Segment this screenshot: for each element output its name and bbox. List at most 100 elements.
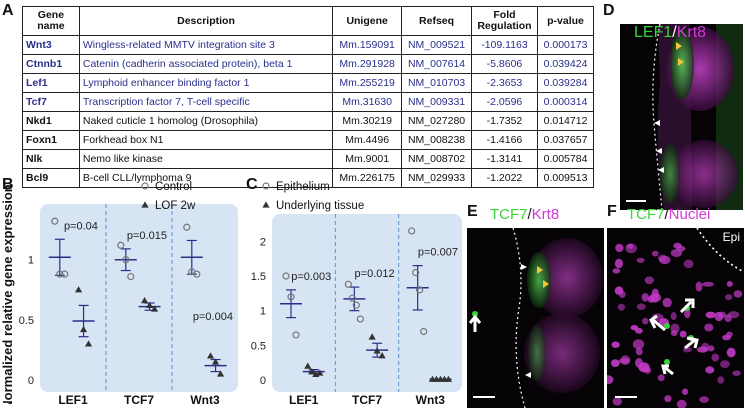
refseq-cell: NM_029933: [401, 168, 472, 188]
micrograph-e: [467, 228, 604, 408]
x-tick-label: LEF1: [289, 393, 319, 404]
arrow-icon: [468, 314, 482, 332]
label-tcf7: TCF7: [490, 206, 528, 223]
unigene-cell: Mm.31630: [332, 92, 403, 112]
micrograph-d-image: [626, 24, 743, 210]
header-p-value: p-value: [537, 6, 594, 36]
data-point: [127, 272, 135, 281]
scale-bar: [615, 396, 637, 398]
data-point: [348, 294, 356, 302]
y-tick-label: 0.5: [19, 315, 34, 327]
table-row: Tcf7 Transcription factor 7, T-cell speci…: [22, 92, 594, 112]
table-row: Nlk Nemo like kinase Mm.9001 NM_008702 -1.31…: [22, 149, 594, 169]
gene-cell: Tcf7: [22, 92, 80, 112]
p-value-label: p=0.04: [64, 220, 98, 232]
unigene-cell: Mm.30219: [332, 111, 403, 131]
description-cell: Lymphoid enhancer binding factor 1: [78, 73, 334, 93]
gene-cell: Nlk: [22, 149, 80, 169]
data-point: [368, 333, 376, 340]
data-point: [416, 286, 424, 294]
legend-label: Underlying tissue: [276, 200, 364, 212]
legend-label: Control: [155, 181, 192, 193]
data-point: [352, 301, 360, 309]
y-tick-label: 1: [28, 255, 34, 267]
legend-label: LOF 2w: [155, 200, 196, 212]
p-value-label: p=0.004: [193, 311, 233, 323]
p-value-cell: 0.000314: [537, 92, 594, 112]
data-point: [206, 352, 215, 359]
unigene-cell: Mm.291928: [332, 54, 403, 74]
fold-cell: -1.7352: [470, 111, 539, 131]
data-point: [420, 327, 428, 336]
unigene-cell: Mm.4496: [332, 130, 403, 150]
data-point: [117, 241, 125, 249]
panel-label-c: C: [246, 176, 258, 193]
fold-cell: -1.2022: [470, 168, 539, 188]
micrograph-d-title: LEF1/Krt8: [634, 24, 706, 42]
header-description: Description: [78, 6, 334, 36]
legend-circle-marker: [141, 182, 149, 190]
p-value-label: p=0.003: [291, 271, 331, 283]
description-cell: Catenin (cadherin associated protein), b…: [78, 54, 334, 74]
description-cell: Forkhead box N1: [78, 130, 334, 150]
description-cell: Nemo like kinase: [78, 149, 334, 169]
legend-circle-marker: [262, 182, 270, 190]
fold-cell: -1.4166: [470, 130, 539, 150]
epi-label: Epi: [722, 230, 740, 244]
table-row: Wnt3 Wingless-related MMTV integration si…: [22, 35, 594, 55]
unigene-cell: Mm.226175: [332, 168, 403, 188]
chart-c: 0 0.5 1 1.5 2 Epithelium Underlying tissue LEF1…: [251, 181, 462, 404]
data-point: [84, 340, 93, 347]
micrograph-e-title: TCF7/Krt8: [490, 206, 559, 223]
data-point: [61, 270, 69, 278]
gene-cell: Foxn1: [22, 130, 80, 150]
label-nuclei: Nuclei: [668, 206, 711, 223]
arrowhead-markers-e: [521, 264, 549, 378]
p-value-cell: 0.000173: [537, 35, 594, 55]
data-point: [216, 370, 225, 377]
data-point: [412, 268, 420, 277]
x-tick-label: TCF7: [352, 393, 382, 404]
description-cell: B-cell CLL/lymphoma 9: [78, 168, 334, 188]
gene-table: Gene name Description Unigene Refseq Fol…: [22, 6, 594, 188]
gene-cell: Bcl9: [22, 168, 80, 188]
data-point: [378, 352, 386, 359]
table-header-row: Gene name Description Unigene Refseq Fol…: [22, 6, 594, 36]
data-point: [51, 217, 59, 225]
y-tick-label: 2: [260, 236, 266, 248]
plot-background: [272, 214, 462, 392]
unigene-cell: Mm.255219: [332, 73, 403, 93]
p-value-label: p=0.012: [355, 268, 395, 280]
data-point: [373, 347, 381, 354]
x-tick-label: TCF7: [124, 393, 154, 404]
x-tick-label: LEF1: [58, 393, 88, 404]
fold-cell: -109.1163: [470, 35, 539, 55]
unigene-cell: Mm.159091: [332, 35, 403, 55]
p-value-cell: 0.005784: [537, 149, 594, 169]
data-point: [408, 227, 416, 235]
legend-triangle-marker: [141, 201, 149, 208]
gene-cell: Ctnnb1: [22, 54, 80, 74]
panel-label-f: F: [607, 203, 617, 220]
label-krt8: Krt8: [531, 206, 560, 223]
data-point: [140, 297, 149, 304]
p-value-cell: 0.014712: [537, 111, 594, 131]
data-point: [444, 375, 453, 382]
y-tick-label: 1.5: [251, 271, 266, 283]
table-row: Nkd1 Naked cuticle 1 homolog (Drosophila)…: [22, 111, 594, 131]
fold-cell: -2.0596: [470, 92, 539, 112]
y-tick-label: 0: [260, 375, 266, 387]
p-value-label: p=0.007: [418, 247, 458, 259]
arrowhead-markers-d: [654, 42, 684, 173]
gene-cell: Wnt3: [22, 35, 80, 55]
fold-cell: -1.3141: [470, 149, 539, 169]
fold-cell: -2.3653: [470, 73, 539, 93]
refseq-cell: NM_007614: [401, 54, 472, 74]
data-point: [122, 256, 130, 264]
data-point: [211, 358, 220, 365]
data-point: [356, 315, 364, 323]
label-lef1: LEF1: [634, 24, 673, 41]
data-point: [344, 280, 352, 288]
p-value-cell: 0.039284: [537, 73, 594, 93]
label-tcf7: TCF7: [627, 206, 665, 223]
